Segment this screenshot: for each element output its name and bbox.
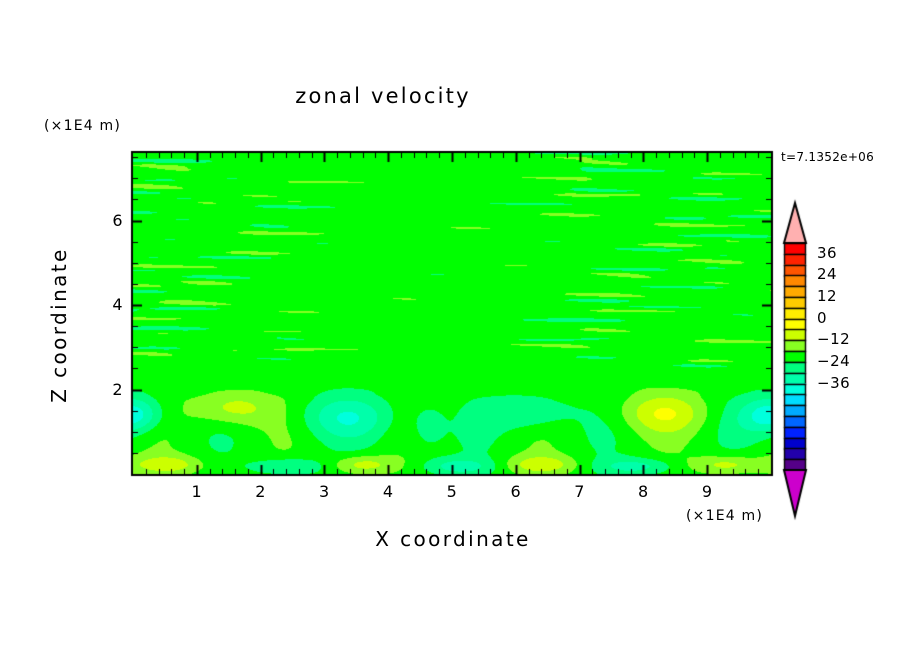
- x-axis-title: X coordinate: [375, 527, 531, 551]
- timestamp-annotation: t=7.1352e+06: [781, 150, 875, 164]
- y-axis-title: Z coordinate: [47, 247, 71, 403]
- x-axis-unit-label: (×1E4 m): [686, 508, 764, 524]
- y-tick-label: 4: [112, 295, 123, 315]
- x-tick-label: 5: [446, 482, 458, 501]
- y-axis-unit-label: (×1E4 m): [44, 118, 122, 134]
- colorbar-tick-label: 36: [817, 243, 838, 262]
- page-title: zonal velocity: [295, 84, 471, 108]
- colorbar-tick-label: 24: [817, 265, 838, 284]
- x-tick-label: 9: [701, 482, 713, 501]
- colorbar-tick-label: 12: [817, 287, 838, 306]
- y-tick-label: 6: [112, 210, 123, 230]
- x-tick-label: 7: [574, 482, 585, 501]
- x-tick-label: 1: [191, 482, 203, 501]
- y-tick-label: 2: [112, 379, 123, 399]
- colorbar-tick-label: 0: [817, 308, 828, 327]
- x-tick-label: 8: [638, 482, 649, 501]
- colorbar-tick-label: −36: [817, 373, 851, 392]
- x-tick-label: 4: [382, 482, 394, 501]
- colorbar-tick-label: −12: [817, 330, 851, 349]
- x-tick-label: 6: [510, 482, 522, 501]
- x-tick-label: 2: [255, 482, 266, 501]
- x-tick-label: 3: [319, 482, 330, 501]
- colorbar-tick-label: −24: [817, 351, 851, 370]
